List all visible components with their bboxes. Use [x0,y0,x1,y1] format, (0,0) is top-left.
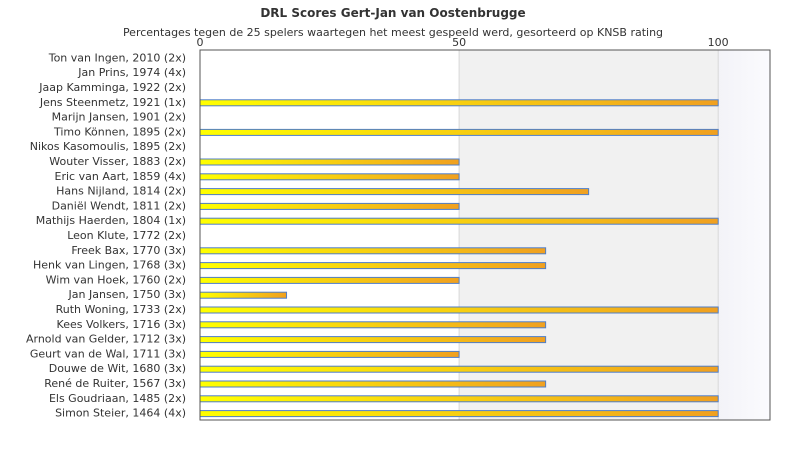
plot-band-edge [718,50,770,420]
grid-lines [458,50,719,420]
category-label: Henk van Lingen, 1768 (3x) [33,259,186,272]
x-tick-label: 50 [452,36,466,49]
plot-band [459,50,719,420]
category-label: Daniël Wendt, 1811 (2x) [52,199,186,212]
category-labels: Ton van Ingen, 2010 (2x) Jan Prins, 1974 … [26,51,186,419]
x-axis-ticks: 0 50 100 [197,36,729,49]
category-label: Timo Können, 1895 (2x) [53,125,186,138]
bar [199,350,460,358]
category-label: Ruth Woning, 1733 (2x) [56,303,186,316]
bar [199,306,719,314]
category-label: Jan Prins, 1974 (4x) [77,66,186,79]
category-label: Ton van Ingen, 2010 (2x) [48,51,186,64]
x-tick-label: 0 [197,36,204,49]
category-label: Jaap Kamminga, 1922 (2x) [38,81,186,94]
category-label: Mathijs Haerden, 1804 (1x) [36,214,186,227]
bar [199,158,460,166]
category-label: Wouter Visser, 1883 (2x) [49,155,186,168]
bar [199,380,547,388]
category-label: Hans Nijland, 1814 (2x) [56,185,186,198]
category-label: Nikos Kasomoulis, 1895 (2x) [30,140,186,153]
x-tick-label: 100 [708,36,729,49]
category-label: Kees Volkers, 1716 (3x) [57,318,186,331]
category-label: Geurt van de Wal, 1711 (3x) [30,347,186,360]
bar [199,321,547,329]
category-label: Freek Bax, 1770 (3x) [71,244,186,257]
category-label: Wim van Hoek, 1760 (2x) [46,273,186,286]
bar [199,410,719,418]
bar [199,128,719,136]
bar [199,336,547,344]
chart-subtitle: Percentages tegen de 25 spelers waartege… [123,26,663,39]
plot-background [459,50,770,420]
bar [199,202,460,210]
bar [199,262,547,270]
plot-frame [199,49,771,421]
category-label: Els Goudriaan, 1485 (2x) [49,392,186,405]
category-label: Simon Steier, 1464 (4x) [55,407,186,420]
category-label: Eric van Aart, 1859 (4x) [55,170,186,183]
bar [199,99,719,107]
bar [199,188,590,196]
category-label: René de Ruiter, 1567 (3x) [44,377,186,390]
chart-title: DRL Scores Gert-Jan van Oostenbrugge [260,6,525,20]
category-label: Jens Steenmetz, 1921 (1x) [39,96,186,109]
category-label: Arnold van Gelder, 1712 (3x) [26,333,186,346]
bar [199,365,719,373]
category-label: Marijn Jansen, 1901 (2x) [52,111,186,124]
bar [199,291,288,299]
category-label: Leon Klute, 1772 (2x) [67,229,186,242]
category-label: Douwe de Wit, 1680 (3x) [49,362,186,375]
bar [199,395,719,403]
bar [199,247,547,255]
bar [199,276,460,284]
bar [199,173,460,181]
category-label: Jan Jansen, 1750 (3x) [68,288,186,301]
bar [199,217,719,225]
